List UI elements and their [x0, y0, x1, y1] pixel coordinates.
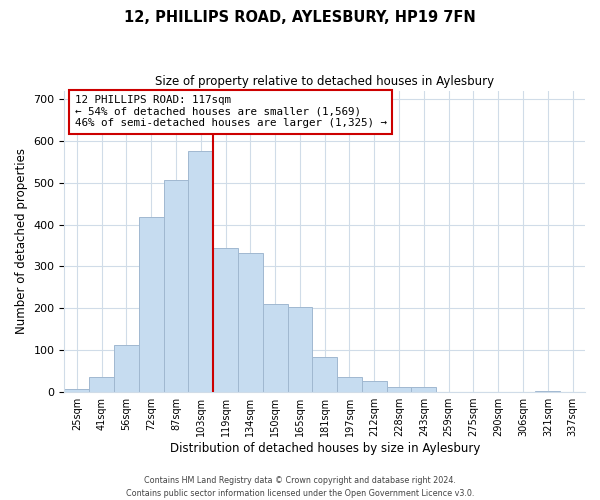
X-axis label: Distribution of detached houses by size in Aylesbury: Distribution of detached houses by size … — [170, 442, 480, 455]
Bar — [139, 217, 164, 392]
Bar — [535, 391, 560, 392]
Text: Contains HM Land Registry data © Crown copyright and database right 2024.
Contai: Contains HM Land Registry data © Crown c… — [126, 476, 474, 498]
Bar — [287, 307, 313, 392]
Bar — [337, 376, 362, 392]
Bar — [188, 152, 213, 392]
Text: 12, PHILLIPS ROAD, AYLESBURY, HP19 7FN: 12, PHILLIPS ROAD, AYLESBURY, HP19 7FN — [124, 10, 476, 25]
Title: Size of property relative to detached houses in Aylesbury: Size of property relative to detached ho… — [155, 75, 494, 88]
Bar — [64, 388, 89, 392]
Text: 12 PHILLIPS ROAD: 117sqm
← 54% of detached houses are smaller (1,569)
46% of sem: 12 PHILLIPS ROAD: 117sqm ← 54% of detach… — [75, 95, 387, 128]
Bar — [114, 345, 139, 392]
Bar — [313, 358, 337, 392]
Bar — [263, 304, 287, 392]
Bar — [89, 378, 114, 392]
Bar — [164, 180, 188, 392]
Bar — [213, 248, 238, 392]
Bar — [238, 252, 263, 392]
Y-axis label: Number of detached properties: Number of detached properties — [15, 148, 28, 334]
Bar — [386, 386, 412, 392]
Bar — [412, 386, 436, 392]
Bar — [362, 381, 386, 392]
